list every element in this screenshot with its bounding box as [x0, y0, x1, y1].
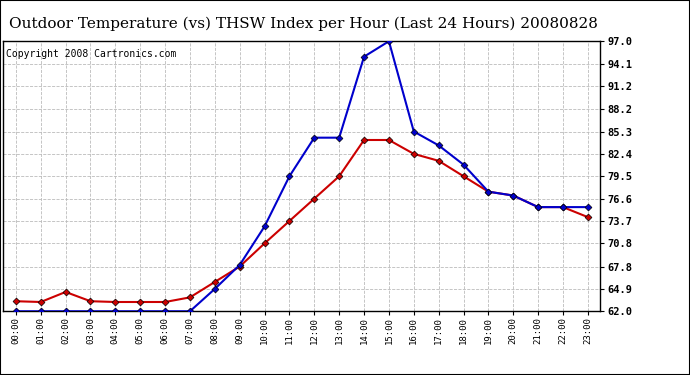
Text: Copyright 2008 Cartronics.com: Copyright 2008 Cartronics.com [6, 50, 177, 59]
Text: Outdoor Temperature (vs) THSW Index per Hour (Last 24 Hours) 20080828: Outdoor Temperature (vs) THSW Index per … [9, 17, 598, 31]
